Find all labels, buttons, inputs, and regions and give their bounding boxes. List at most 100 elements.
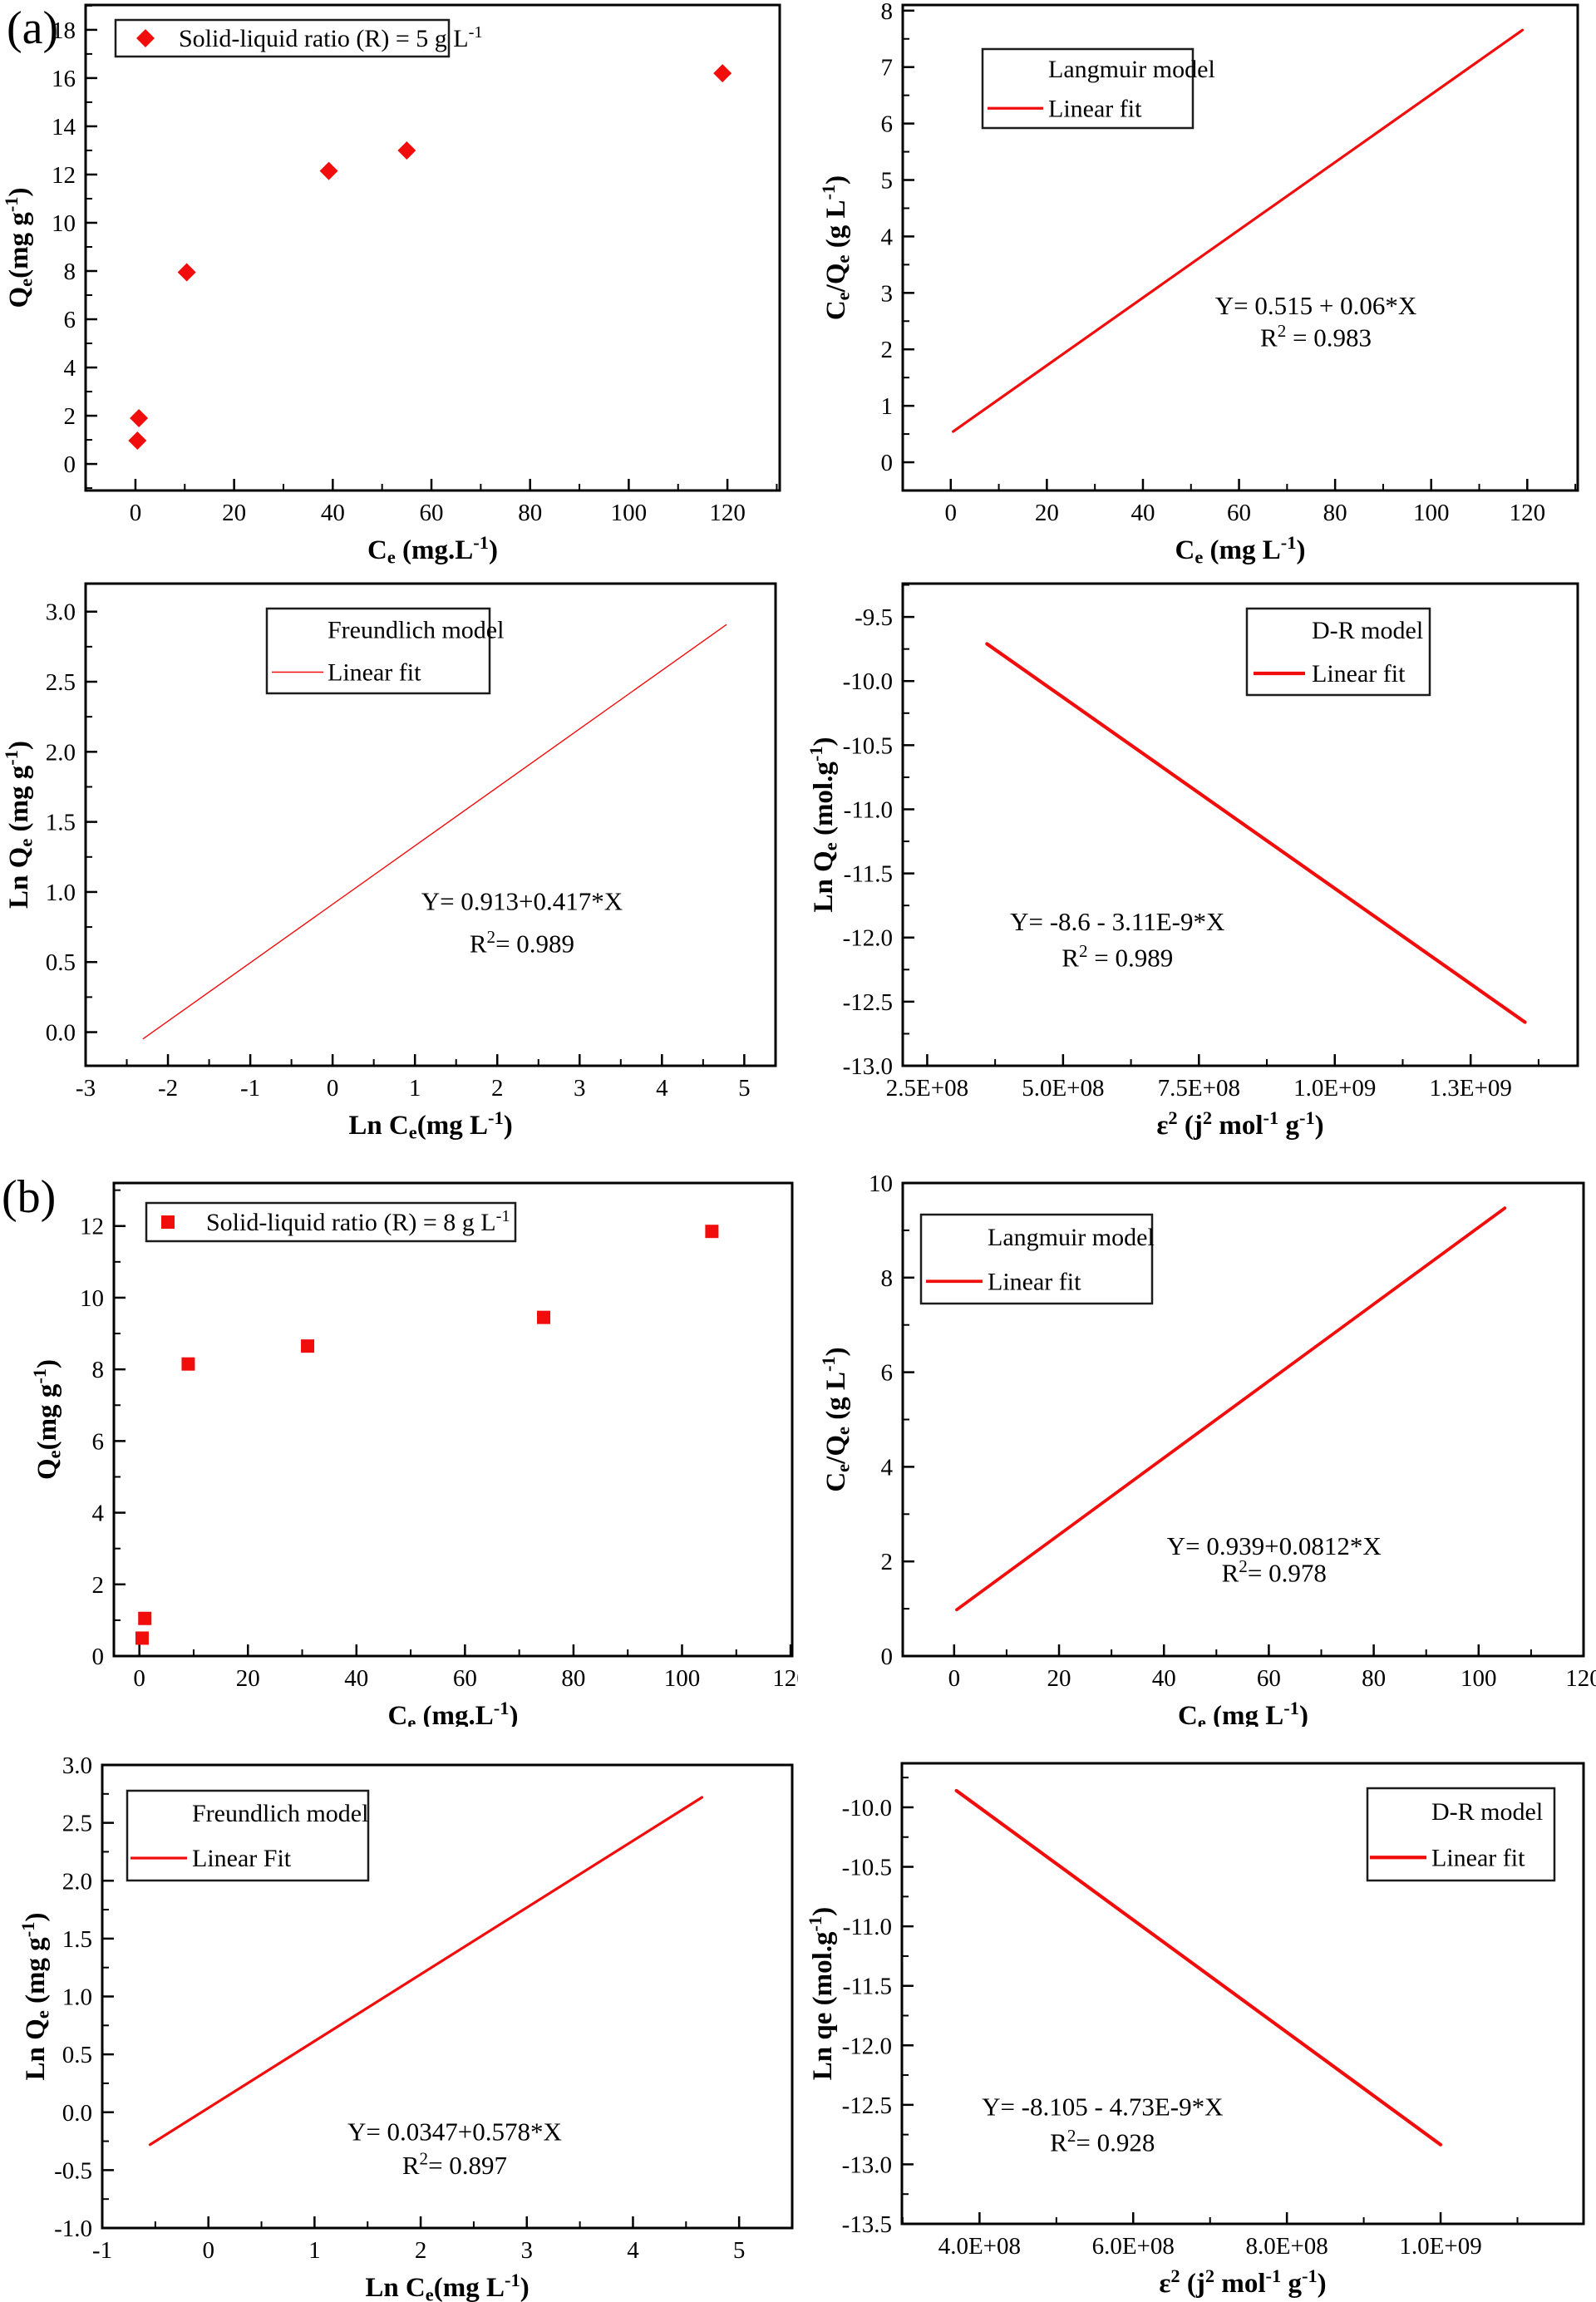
x-tick-label: -2 [158, 1075, 178, 1102]
y-axis-title: Ce/Qe (g L-1) [818, 1347, 853, 1491]
y-tick-label: 2.0 [62, 1868, 92, 1895]
x-tick-label: -3 [76, 1075, 96, 1102]
annotation-text: R2= 0.978 [1222, 1556, 1327, 1587]
x-tick-label: 1 [409, 1075, 421, 1102]
series [148, 1796, 704, 2147]
x-tick-label: 40 [321, 500, 345, 526]
legend-entry-label: Linear fit [1431, 1844, 1525, 1871]
fit-line [952, 28, 1525, 433]
x-tick-label: 80 [518, 500, 542, 526]
x-tick-label: 60 [1257, 1665, 1281, 1692]
legend: D-R model Linear fit [1245, 607, 1431, 697]
legend: D-R model Linear fit [1366, 1787, 1556, 1882]
x-tick-label: 4 [627, 2237, 639, 2264]
x-tick-label: 40 [344, 1665, 368, 1692]
legend-entry-label: Linear Fit [192, 1845, 292, 1872]
series [135, 1225, 719, 1645]
diamond-marker [136, 29, 155, 47]
series [954, 1788, 1443, 2147]
chart-a-langmuir-fit: 0 20 40 60 80 100 120 0 1 2 3 4 5 6 7 8 Ce (mg L-1) Ce/Qe… [818, 0, 1579, 567]
x-tick-label: 0 [202, 2237, 214, 2264]
y-tick-label: 4 [92, 1501, 105, 1527]
fit-annotation: Y= 0.515 + 0.06*XR2 = 0.983 [1215, 291, 1417, 352]
x-tick-label: -1 [240, 1075, 260, 1102]
annotation-text: Y= -8.105 - 4.73E-9*X [982, 2093, 1223, 2122]
chart-b-dr-fit: 4.0E+08 6.0E+08 8.0E+08 1.0E+09 -13.5 -13.0 -1… [805, 1762, 1585, 2299]
diamond-marker [177, 263, 196, 282]
y-tick-label: 0.0 [62, 2100, 92, 2127]
legend-entry-label: D-R model [1431, 1798, 1543, 1826]
x-tick-label: 2 [491, 1075, 504, 1102]
x-axis-title: Ce (mg L-1) [1178, 1698, 1308, 1727]
square-marker [138, 1611, 152, 1625]
x-tick-label: 5.0E+08 [1022, 1075, 1104, 1102]
y-axis-title: Qe(mg g-1) [29, 1359, 64, 1480]
plot-frame [900, 1762, 1585, 2226]
fit-annotation: Y= 0.939+0.0812*XR2= 0.978 [1167, 1531, 1382, 1587]
y-tick-label: 6 [92, 1428, 105, 1455]
y-tick-label: -11.0 [844, 796, 893, 823]
y-tick-label: 6 [881, 1360, 894, 1387]
annotation-text: R2 = 0.989 [1062, 941, 1173, 972]
x-axis-title: Ce (mg.L-1) [387, 1698, 518, 1727]
x-tick-label: 2 [415, 2237, 427, 2264]
x-tick-label: 5 [733, 2237, 746, 2264]
annotation-text: R2= 0.989 [470, 927, 574, 958]
legend-entry-label: Solid-liquid ratio (R) = 5 g L-1 [179, 23, 483, 52]
x-tick-label: 1.3E+09 [1430, 1075, 1512, 1102]
x-tick-label: 3 [521, 2237, 534, 2264]
legend-entry-label: Langmuir model [1048, 56, 1215, 83]
series [955, 1206, 1507, 1612]
y-tick-label: -12.0 [842, 2033, 892, 2059]
x-tick-label: 0 [130, 500, 142, 526]
square-marker [135, 1631, 149, 1645]
y-tick-label: 8 [92, 1357, 105, 1383]
x-tick-label: 60 [420, 500, 444, 526]
square-marker [161, 1215, 175, 1229]
fit-annotation: Y= -8.105 - 4.73E-9*X R2= 0.928 [982, 2093, 1223, 2157]
y-tick-label: -13.0 [842, 2152, 892, 2178]
y-tick-label: 0 [92, 1644, 105, 1670]
diamond-marker [128, 431, 147, 450]
fit-annotation: Y= 0.0347+0.578*XR2= 0.897 [347, 2117, 562, 2179]
y-tick-label: 1.5 [46, 810, 76, 836]
x-tick-label: 0 [133, 1665, 145, 1692]
y-tick-label: 16 [52, 66, 76, 92]
y-tick-label: -13.0 [843, 1053, 893, 1080]
y-tick-label: 6 [64, 307, 76, 333]
plot-frame [84, 582, 777, 1067]
y-tick-label: 3 [881, 280, 894, 307]
y-tick-label: 4 [64, 355, 76, 382]
plot-frame [84, 3, 781, 492]
x-axis-title: ε2 (j2 mol-1 g-1) [1156, 1107, 1323, 1141]
axes: 4.0E+08 6.0E+08 8.0E+08 1.0E+09 -13.5 -13.0 -1… [805, 1762, 1585, 2299]
x-tick-label: 8.0E+08 [1245, 2233, 1328, 2260]
legend-entry-label: Freundlich model [192, 1800, 368, 1827]
annotation-text: R2= 0.897 [402, 2148, 507, 2179]
y-tick-label: -10.0 [843, 668, 893, 695]
fit-line [148, 1796, 704, 2147]
y-tick-label: 0 [881, 1644, 894, 1670]
legend: Freundlich model Linear Fit [126, 1789, 370, 1882]
y-tick-label: 1.0 [46, 880, 76, 906]
axes: 2.5E+08 5.0E+08 7.5E+08 1.0E+09 1.3E+09 -13.0… [805, 582, 1579, 1141]
x-axis-title: Ln Ce(mg L-1) [348, 1107, 512, 1142]
x-tick-label: 60 [1227, 500, 1251, 526]
x-tick-label: -1 [92, 2237, 112, 2264]
annotation-text: Y= 0.939+0.0812*X [1167, 1531, 1382, 1560]
y-tick-label: 12 [52, 162, 76, 189]
legend-box [145, 1201, 517, 1243]
x-tick-label: 0 [327, 1075, 339, 1102]
y-tick-label: -10.5 [842, 1855, 892, 1881]
y-tick-label: 2 [64, 403, 76, 430]
x-tick-label: 100 [664, 1665, 701, 1692]
x-tick-label: 120 [1565, 1665, 1596, 1692]
x-axis-title: ε2 (j2 mol-1 g-1) [1159, 2265, 1326, 2299]
x-tick-label: 7.5E+08 [1158, 1075, 1240, 1102]
x-tick-label: 1 [308, 2237, 321, 2264]
x-tick-label: 40 [1130, 500, 1155, 526]
fit-annotation: Y= 0.913+0.417*X R2= 0.989 [421, 887, 623, 959]
y-tick-label: 8 [881, 0, 894, 25]
chart-b-langmuir-fit: 0 20 40 60 80 100 120 0 2 4 6 8 10 Ce (mg L-1) Ce/Qe (… [818, 1171, 1596, 1727]
legend-entry-label: Langmuir model [988, 1224, 1155, 1251]
